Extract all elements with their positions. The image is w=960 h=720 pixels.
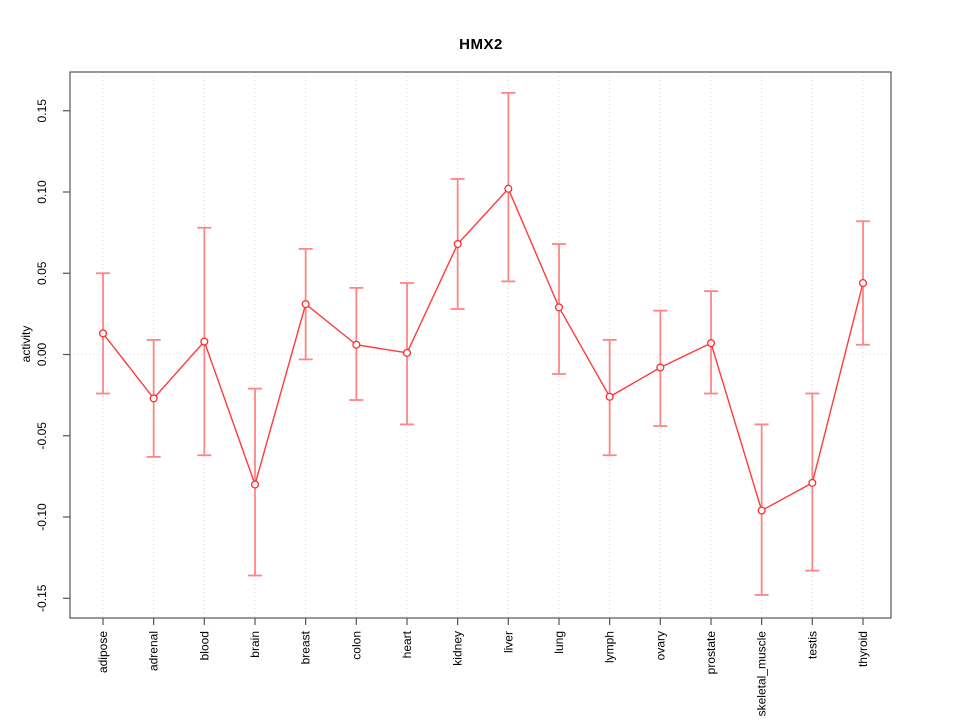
series-line [102, 187, 864, 512]
data-point [554, 303, 564, 312]
data-point [858, 278, 868, 288]
y-tick-label: -0.15 [35, 584, 49, 612]
data-point [402, 348, 412, 357]
y-tick-label: -0.10 [35, 503, 49, 531]
x-tick-label: liver [501, 631, 515, 653]
x-tick-label: testis [805, 631, 819, 659]
x-tick-label: ovary [653, 631, 667, 660]
x-tick-label: lymph [603, 631, 617, 663]
data-point [706, 339, 716, 348]
plot-border [69, 71, 892, 619]
data-point [250, 480, 260, 489]
data-point [656, 363, 665, 372]
x-tick-label: breast [299, 630, 313, 664]
x-tick-label: blood [197, 631, 211, 660]
x-tick-label: colon [349, 631, 363, 660]
y-tick-label: -0.05 [35, 422, 49, 450]
data-point [149, 394, 158, 403]
data-point [605, 392, 614, 401]
data-point [200, 337, 209, 346]
y-tick-label: 0.15 [35, 99, 49, 123]
data-point [504, 184, 513, 193]
x-tick-label: prostate [704, 631, 718, 675]
data-point [757, 506, 766, 515]
x-tick-label: brain [248, 631, 262, 658]
x-tick-label: heart [400, 630, 414, 658]
y-tick-label: 0.00 [35, 342, 49, 366]
x-tick-label: adrenal [147, 631, 161, 671]
y-tick-label: 0.05 [35, 261, 49, 285]
x-tick-label: thyroid [856, 631, 870, 667]
x-tick-label: lung [552, 631, 566, 654]
data-point [301, 300, 310, 309]
x-tick-label: kidney [451, 631, 465, 666]
data-point [352, 340, 361, 349]
x-tick-label: adipose [96, 631, 110, 673]
data-point [453, 239, 462, 249]
data-point [98, 329, 108, 338]
data-point [808, 478, 817, 487]
x-tick-label: skeletal_muscle [755, 631, 769, 717]
chart-title: HMX2 [459, 36, 503, 53]
y-tick-label: 0.10 [35, 180, 49, 204]
